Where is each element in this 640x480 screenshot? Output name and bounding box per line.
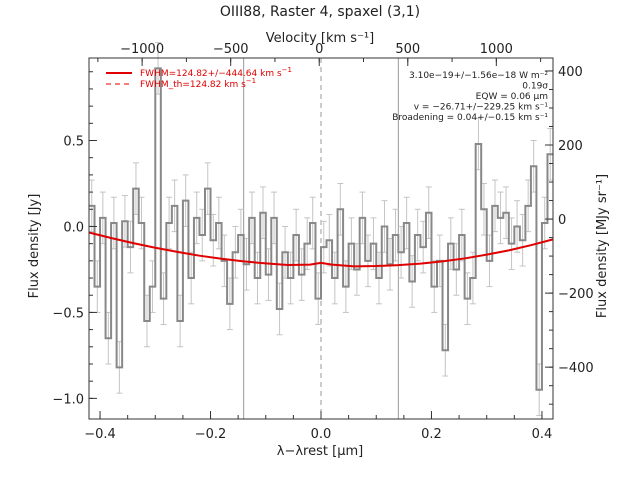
legend-label: FWHM=124.82+/−444.64 km s−1: [140, 66, 292, 79]
annotation-line: 3.10e−19+/−1.56e−18 W m⁻²: [409, 71, 548, 81]
top-tick-label: 0: [315, 42, 323, 57]
x-tick-label: −0.2: [195, 427, 227, 442]
x-tick-label: 0.2: [421, 427, 442, 442]
y-tick-label-right: 0: [558, 213, 566, 228]
y-tick-label-left: −0.5: [52, 306, 84, 321]
top-tick-label: −1000: [120, 42, 164, 57]
top-tick-label: 1000: [480, 42, 513, 57]
x-tick-label: 0.4: [532, 427, 553, 442]
top-tick-label: 500: [395, 42, 420, 57]
chart-title: OIII88, Raster 4, spaxel (3,1): [220, 4, 420, 20]
legend-label-sup: −1: [282, 66, 292, 74]
legend-label-sup: −1: [246, 77, 256, 85]
y-tick-label-left: 0.5: [63, 135, 84, 150]
annotation-line: v = −26.71+/−229.25 km s⁻¹: [414, 103, 549, 113]
top-axis-label: Velocity [km s⁻¹]: [266, 31, 374, 46]
legend-label: FWHM_th=124.82 km s−1: [140, 77, 256, 90]
top-tick-label: −500: [213, 42, 249, 57]
annotation-line: EQW = 0.06 µm: [476, 92, 548, 102]
y-axis-label-left: Flux density [Jy]: [27, 194, 42, 299]
y-tick-label-left: 0.0: [63, 220, 84, 235]
y-tick-label-right: −200: [558, 287, 594, 302]
y-tick-label-right: 200: [558, 139, 583, 154]
x-axis-label: λ−λrest [µm]: [277, 444, 363, 459]
y-tick-label-right: −400: [558, 361, 594, 376]
y-tick-label-right: 400: [558, 65, 583, 80]
x-tick-label: 0.0: [311, 427, 332, 442]
annotation-line: 0.19σ: [522, 82, 548, 92]
y-tick-label-left: −1.0: [52, 392, 84, 407]
x-tick-label: −0.4: [84, 427, 116, 442]
y-axis-label-right: Flux density [MJy sr⁻¹]: [595, 174, 610, 318]
annotation-line: Broadening = 0.04+/−0.15 km s⁻¹: [392, 113, 548, 123]
fit-curve: [88, 231, 554, 268]
